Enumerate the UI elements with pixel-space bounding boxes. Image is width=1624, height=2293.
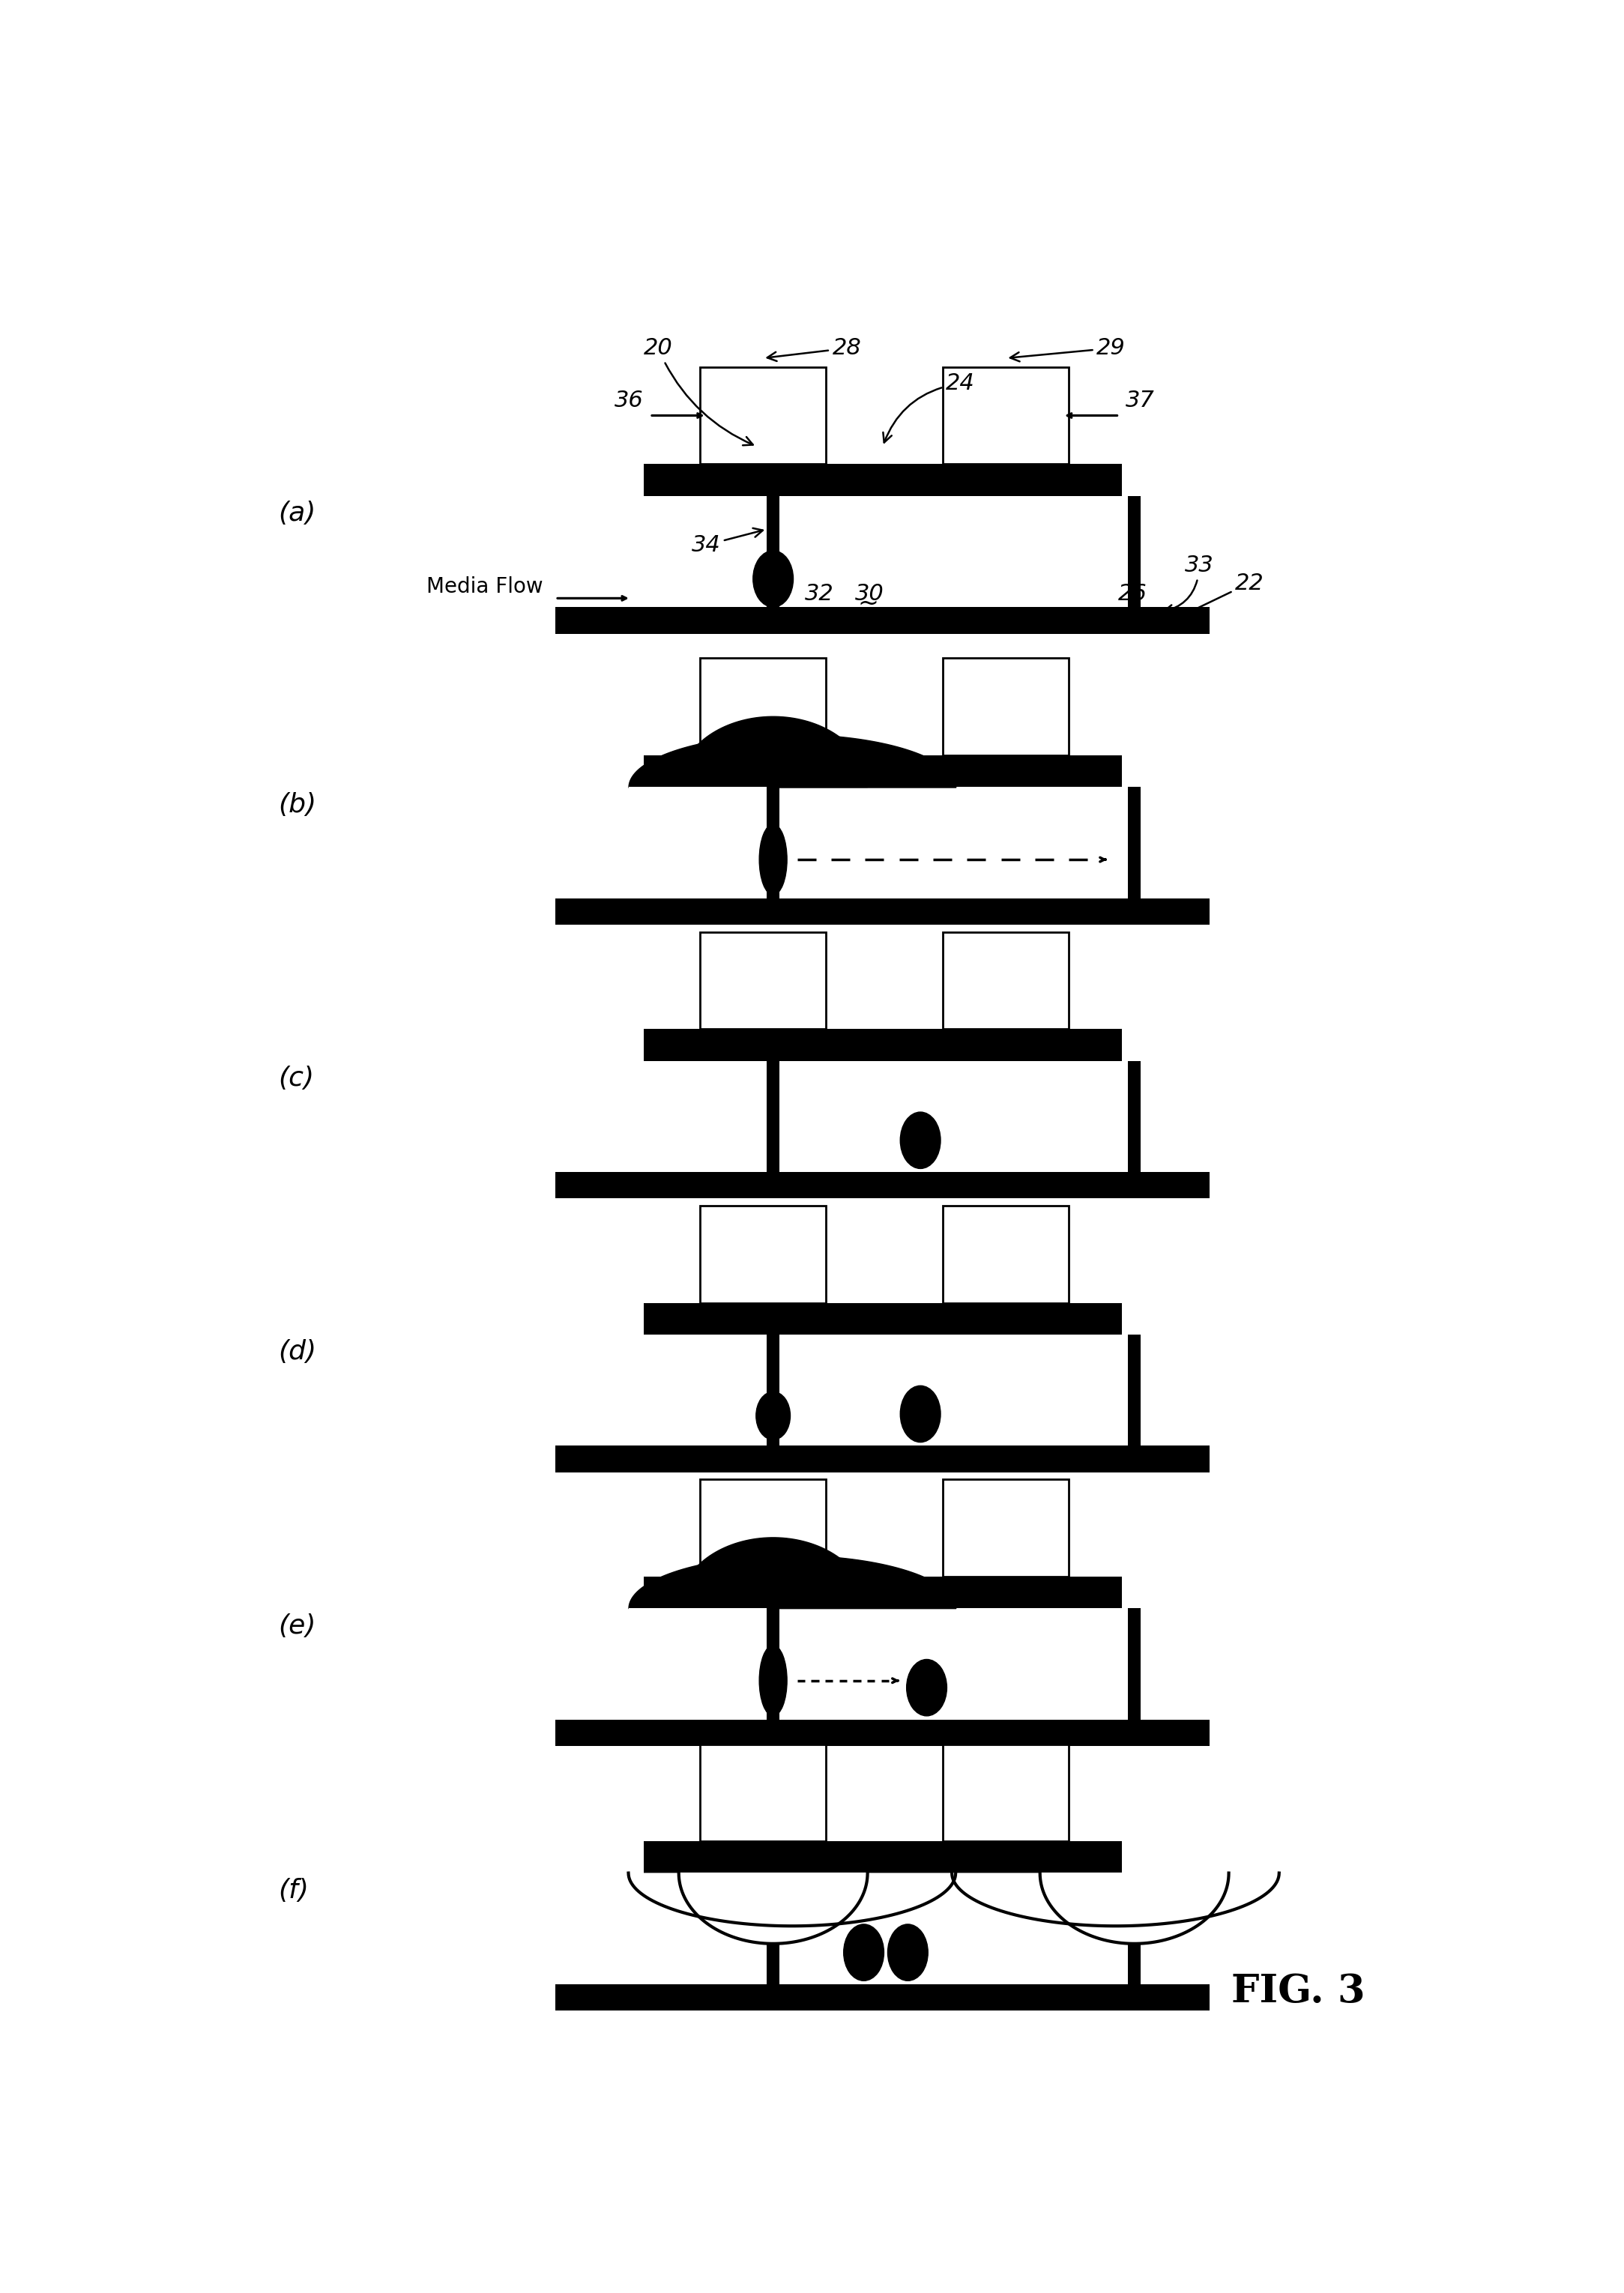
FancyBboxPatch shape — [944, 931, 1069, 1030]
Circle shape — [906, 1660, 947, 1715]
FancyBboxPatch shape — [944, 658, 1069, 754]
Text: (a): (a) — [279, 500, 317, 527]
FancyBboxPatch shape — [555, 608, 1210, 633]
Text: 37: 37 — [1125, 390, 1155, 410]
FancyBboxPatch shape — [628, 1607, 767, 1720]
FancyBboxPatch shape — [643, 1841, 1122, 1873]
FancyBboxPatch shape — [643, 1575, 1122, 1607]
Text: (f): (f) — [279, 1878, 309, 1903]
Ellipse shape — [760, 1646, 788, 1715]
Polygon shape — [679, 1539, 867, 1607]
Text: 32: 32 — [804, 582, 833, 605]
Text: 28: 28 — [767, 337, 861, 360]
Text: 30: 30 — [854, 582, 883, 605]
FancyBboxPatch shape — [700, 931, 827, 1030]
FancyBboxPatch shape — [643, 1302, 1122, 1335]
FancyBboxPatch shape — [767, 786, 780, 899]
FancyBboxPatch shape — [555, 1720, 1210, 1745]
FancyBboxPatch shape — [944, 1745, 1069, 1841]
FancyBboxPatch shape — [700, 367, 827, 463]
Circle shape — [754, 550, 793, 608]
FancyBboxPatch shape — [700, 658, 827, 754]
FancyBboxPatch shape — [767, 1873, 780, 1983]
FancyBboxPatch shape — [1129, 1335, 1140, 1447]
Text: (b): (b) — [279, 791, 317, 819]
FancyBboxPatch shape — [555, 1172, 1210, 1199]
FancyBboxPatch shape — [1129, 786, 1140, 899]
FancyBboxPatch shape — [555, 899, 1210, 924]
Polygon shape — [679, 1873, 867, 1944]
FancyBboxPatch shape — [767, 495, 780, 608]
FancyBboxPatch shape — [1129, 1873, 1140, 1983]
Polygon shape — [679, 718, 867, 786]
FancyBboxPatch shape — [700, 1479, 827, 1575]
FancyBboxPatch shape — [1129, 1062, 1140, 1172]
FancyBboxPatch shape — [944, 367, 1069, 463]
Circle shape — [888, 1924, 927, 1981]
FancyBboxPatch shape — [555, 1447, 1210, 1472]
Text: 36: 36 — [614, 390, 643, 410]
Polygon shape — [1039, 1873, 1229, 1944]
Text: 22: 22 — [1176, 573, 1263, 619]
FancyBboxPatch shape — [1129, 1607, 1140, 1720]
Text: 24: 24 — [883, 374, 974, 443]
FancyBboxPatch shape — [767, 1062, 780, 1190]
Text: 26: 26 — [1117, 582, 1147, 605]
Circle shape — [757, 1392, 791, 1440]
FancyBboxPatch shape — [643, 754, 1122, 786]
FancyBboxPatch shape — [767, 1335, 780, 1463]
Text: FIG. 3: FIG. 3 — [1231, 1972, 1364, 2011]
FancyBboxPatch shape — [767, 1607, 780, 1720]
FancyBboxPatch shape — [643, 463, 1122, 495]
FancyBboxPatch shape — [700, 1206, 827, 1302]
Text: 33: 33 — [1164, 555, 1213, 615]
FancyBboxPatch shape — [628, 786, 767, 899]
Text: ~: ~ — [857, 592, 879, 617]
Circle shape — [900, 1112, 940, 1169]
Text: 29: 29 — [1010, 337, 1125, 362]
Text: Media Flow: Media Flow — [425, 576, 542, 598]
Text: (c): (c) — [279, 1066, 315, 1091]
Ellipse shape — [760, 823, 788, 894]
Text: (e): (e) — [279, 1612, 317, 1639]
FancyBboxPatch shape — [555, 1983, 1210, 2011]
Circle shape — [843, 1924, 883, 1981]
FancyBboxPatch shape — [1129, 495, 1140, 608]
FancyBboxPatch shape — [643, 1030, 1122, 1062]
FancyBboxPatch shape — [944, 1479, 1069, 1575]
Text: (d): (d) — [279, 1339, 317, 1364]
FancyBboxPatch shape — [700, 1745, 827, 1841]
FancyBboxPatch shape — [944, 1206, 1069, 1302]
Circle shape — [900, 1385, 940, 1442]
Text: 34: 34 — [692, 527, 763, 555]
Text: 20: 20 — [643, 337, 754, 445]
